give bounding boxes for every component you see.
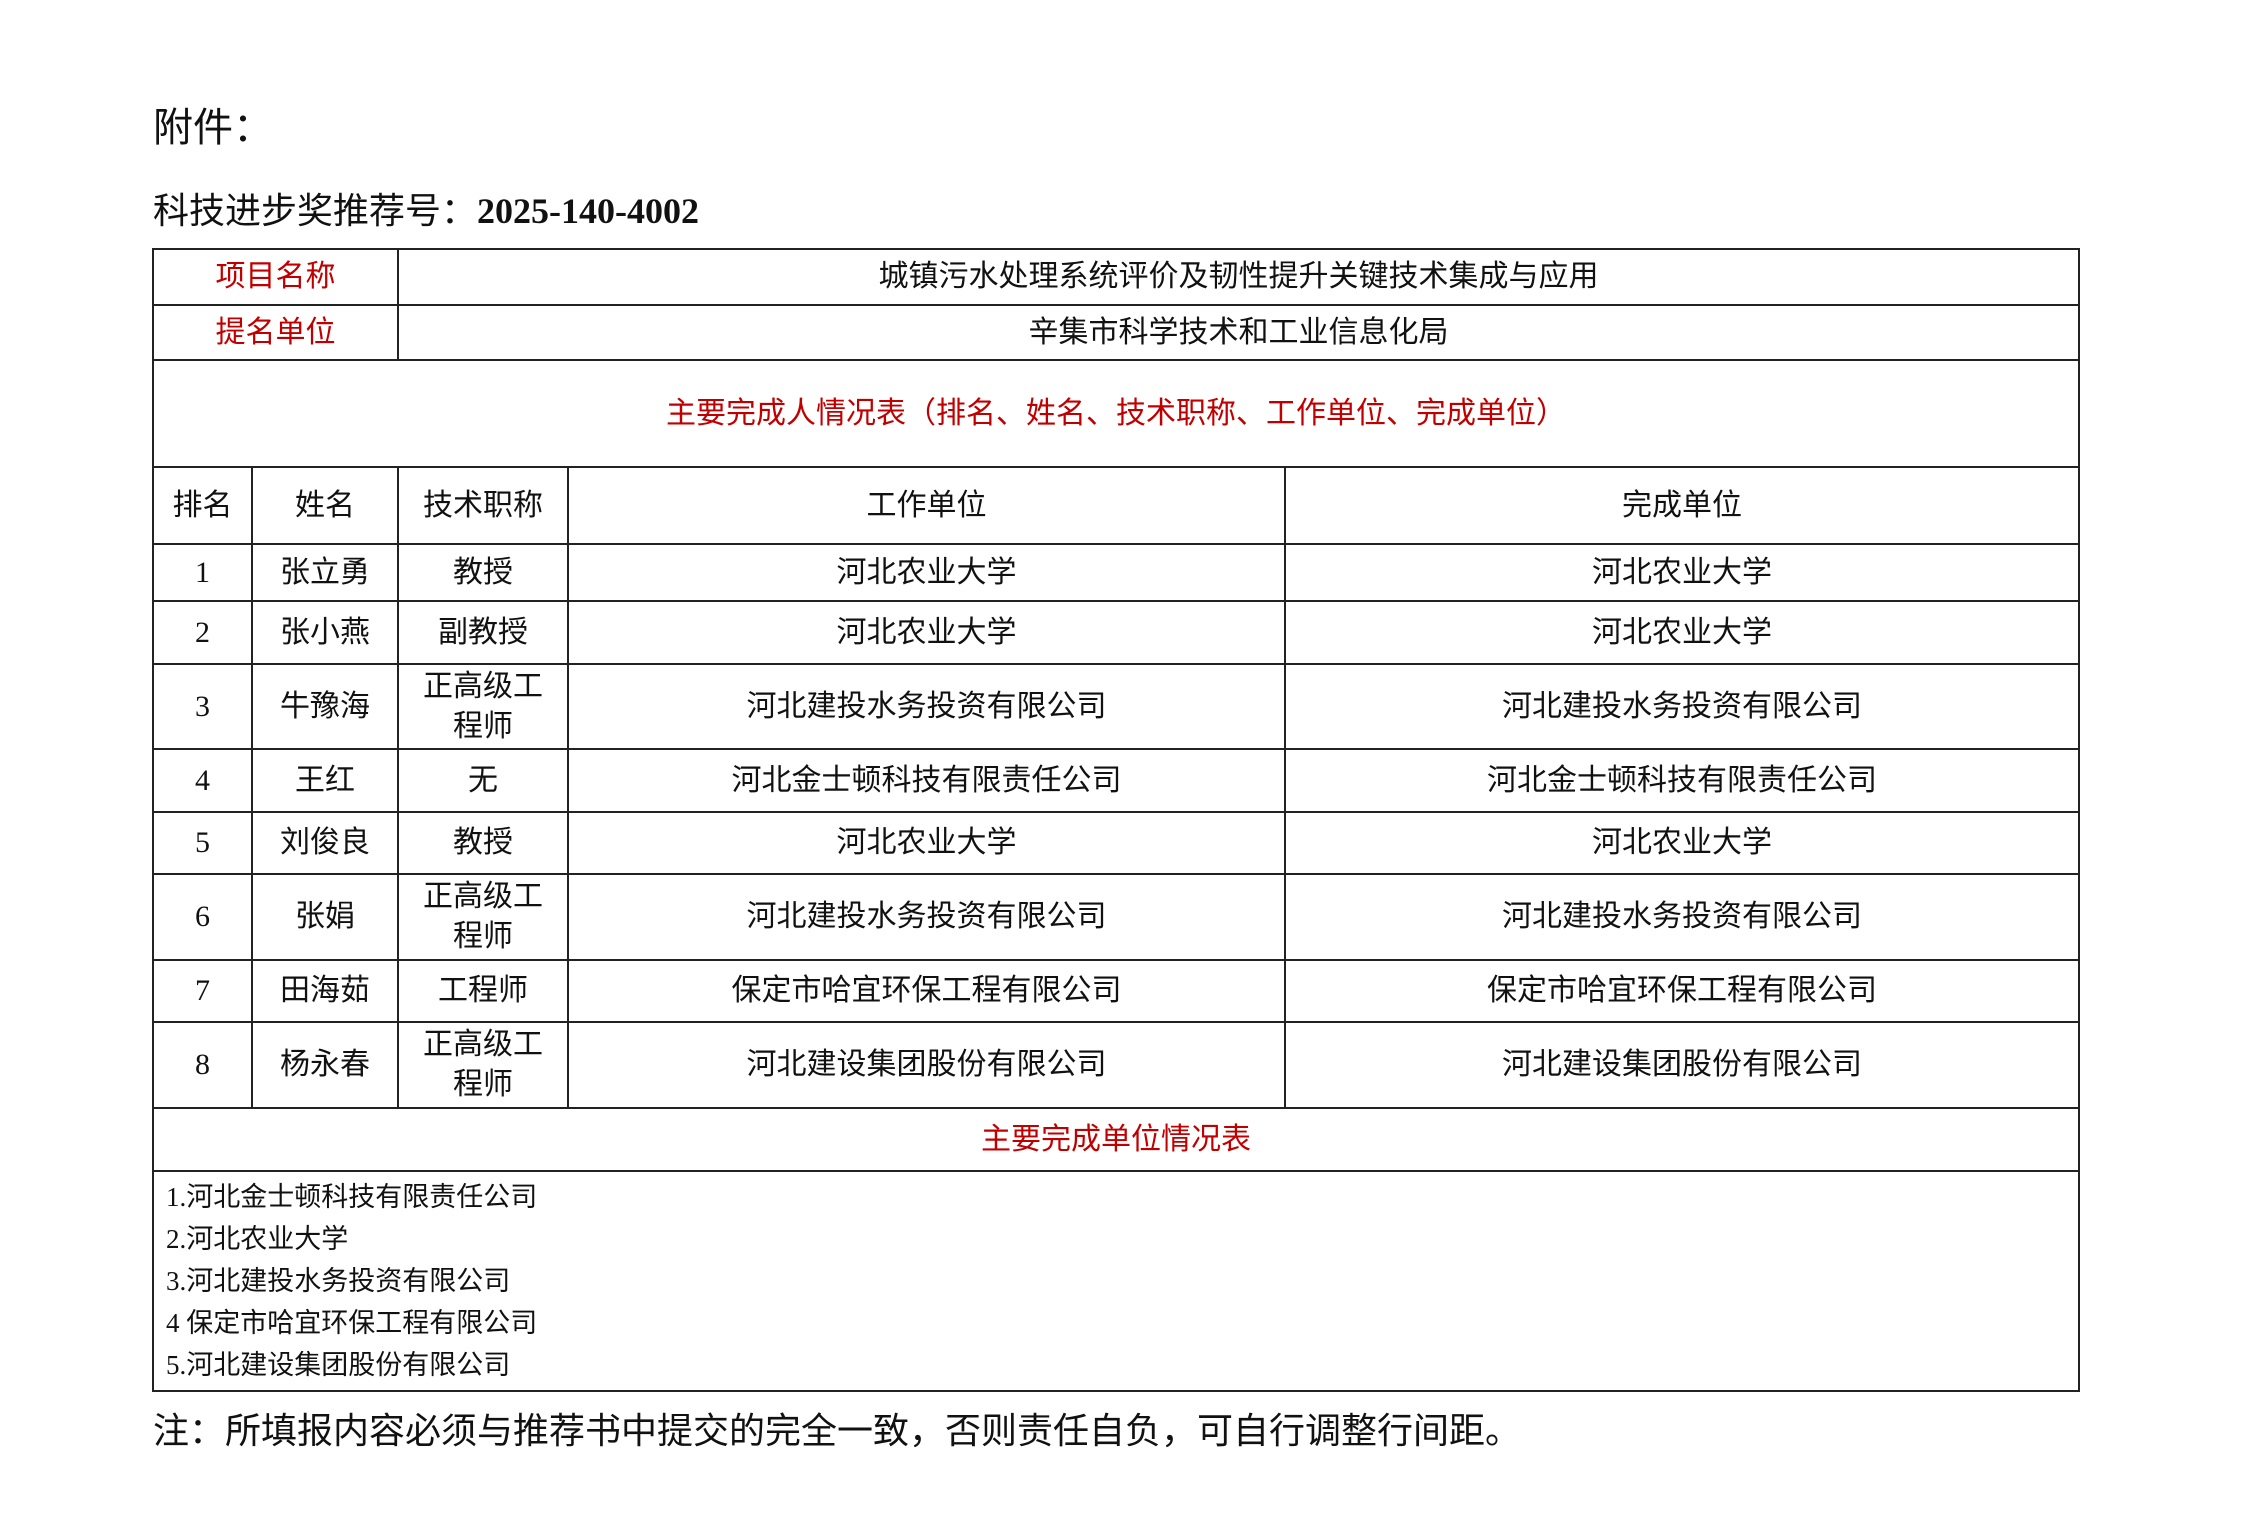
name-cell: 王红	[251, 748, 399, 813]
header-row: 排名 姓名 技术职称 工作单位 完成单位	[152, 466, 2081, 545]
work-unit-cell: 河北建投水务投资有限公司	[567, 873, 1286, 961]
completion-unit-cell: 河北建设集团股份有限公司	[1283, 1021, 2081, 1109]
rank-cell: 5	[152, 811, 253, 875]
col-name: 姓名	[251, 466, 399, 545]
title-cell: 正高级工程师	[397, 663, 569, 750]
table-row: 1 张立勇 教授 河北农业大学 河北农业大学	[152, 543, 2081, 602]
table-row: 8 杨永春 正高级工程师 河北建设集团股份有限公司 河北建设集团股份有限公司	[152, 1021, 2081, 1109]
rank-cell: 8	[152, 1021, 253, 1109]
col-unit: 完成单位	[1283, 466, 2081, 545]
nominator-value: 辛集市科学技术和工业信息化局	[396, 304, 2081, 361]
units-section-title: 主要完成单位情况表	[151, 1107, 2081, 1172]
title-cell: 教授	[397, 811, 569, 875]
completion-unit-cell: 河北金士顿科技有限责任公司	[1283, 748, 2081, 813]
completion-unit-cell: 河北建投水务投资有限公司	[1283, 873, 2081, 961]
name-cell: 张娟	[251, 873, 399, 961]
rank-cell: 3	[152, 663, 253, 750]
people-section-title: 主要完成人情况表（排名、姓名、技术职称、工作单位、完成单位）	[151, 359, 2081, 468]
project-label: 项目名称	[152, 248, 399, 306]
rank-cell: 4	[152, 748, 253, 813]
name-cell: 田海茹	[251, 959, 399, 1023]
units-list: 1.河北金士顿科技有限责任公司 2.河北农业大学 3.河北建投水务投资有限公司 4 保…	[151, 1170, 2081, 1392]
col-title: 技术职称	[397, 466, 569, 545]
project-value: 城镇污水处理系统评价及韧性提升关键技术集成与应用	[396, 248, 2081, 306]
name-cell: 牛豫海	[251, 663, 399, 750]
completion-unit-cell: 河北农业大学	[1283, 543, 2081, 602]
list-item: 3.河北建投水务投资有限公司	[166, 1266, 511, 1296]
rank-cell: 7	[152, 959, 253, 1023]
table-row: 6 张娟 正高级工程师 河北建投水务投资有限公司 河北建投水务投资有限公司	[152, 873, 2081, 961]
title-cell: 无	[397, 748, 569, 813]
title-cell: 副教授	[397, 600, 569, 665]
nominator-label: 提名单位	[152, 304, 399, 361]
nominator-row: 提名单位 辛集市科学技术和工业信息化局	[152, 304, 2081, 361]
list-item: 4 保定市哈宜环保工程有限公司	[166, 1308, 538, 1338]
rank-cell: 2	[152, 600, 253, 665]
work-unit-cell: 河北农业大学	[567, 811, 1286, 875]
name-cell: 张立勇	[251, 543, 399, 602]
nomination-table: 项目名称 城镇污水处理系统评价及韧性提升关键技术集成与应用 提名单位 辛集市科学…	[151, 248, 2081, 1392]
note: 注：所填报内容必须与推荐书中提交的完全一致，否则责任自负，可自行调整行间距。	[153, 1411, 1522, 1451]
completion-unit-cell: 河北农业大学	[1283, 811, 2081, 875]
title-cell: 正高级工程师	[397, 873, 569, 961]
table-row: 2 张小燕 副教授 河北农业大学 河北农业大学	[152, 600, 2081, 665]
table-row: 3 牛豫海 正高级工程师 河北建投水务投资有限公司 河北建投水务投资有限公司	[152, 663, 2081, 750]
completion-unit-cell: 河北农业大学	[1283, 600, 2081, 665]
table-row: 7 田海茹 工程师 保定市哈宜环保工程有限公司 保定市哈宜环保工程有限公司	[152, 959, 2081, 1023]
work-unit-cell: 河北农业大学	[567, 543, 1286, 602]
table-row: 5 刘俊良 教授 河北农业大学 河北农业大学	[152, 811, 2081, 875]
name-cell: 杨永春	[251, 1021, 399, 1109]
list-item: 1.河北金士顿科技有限责任公司	[166, 1182, 538, 1212]
list-item: 2.河北农业大学	[166, 1224, 349, 1254]
list-item: 5.河北建设集团股份有限公司	[166, 1350, 511, 1380]
recommendation-value: 2025-140-4002	[477, 191, 699, 231]
project-row: 项目名称 城镇污水处理系统评价及韧性提升关键技术集成与应用	[152, 248, 2081, 306]
col-rank: 排名	[152, 466, 253, 545]
recommendation-label: 科技进步奖推荐号：	[153, 191, 478, 231]
completion-unit-cell: 保定市哈宜环保工程有限公司	[1283, 959, 2081, 1023]
title-cell: 工程师	[397, 959, 569, 1023]
work-unit-cell: 河北建设集团股份有限公司	[567, 1021, 1286, 1109]
table-row: 4 王红无河北金士顿科技有限责任公司 河北金士顿科技有限责任公司	[152, 748, 2081, 813]
name-cell: 刘俊良	[251, 811, 399, 875]
title-cell: 正高级工程师	[397, 1021, 569, 1109]
work-unit-cell: 河北金士顿科技有限责任公司	[567, 748, 1286, 813]
attachment-label: 附件：	[153, 105, 273, 150]
name-cell: 张小燕	[251, 600, 399, 665]
work-unit-cell: 河北农业大学	[567, 600, 1286, 665]
completion-unit-cell: 河北建投水务投资有限公司	[1283, 663, 2081, 750]
rank-cell: 1	[152, 543, 253, 602]
title-cell: 教授	[397, 543, 569, 602]
work-unit-cell: 河北建投水务投资有限公司	[567, 663, 1286, 750]
recommendation-number: 科技进步奖推荐号：2025-140-4002	[153, 182, 699, 234]
rank-cell: 6	[152, 873, 253, 961]
col-work: 工作单位	[567, 466, 1286, 545]
work-unit-cell: 保定市哈宜环保工程有限公司	[567, 959, 1286, 1023]
